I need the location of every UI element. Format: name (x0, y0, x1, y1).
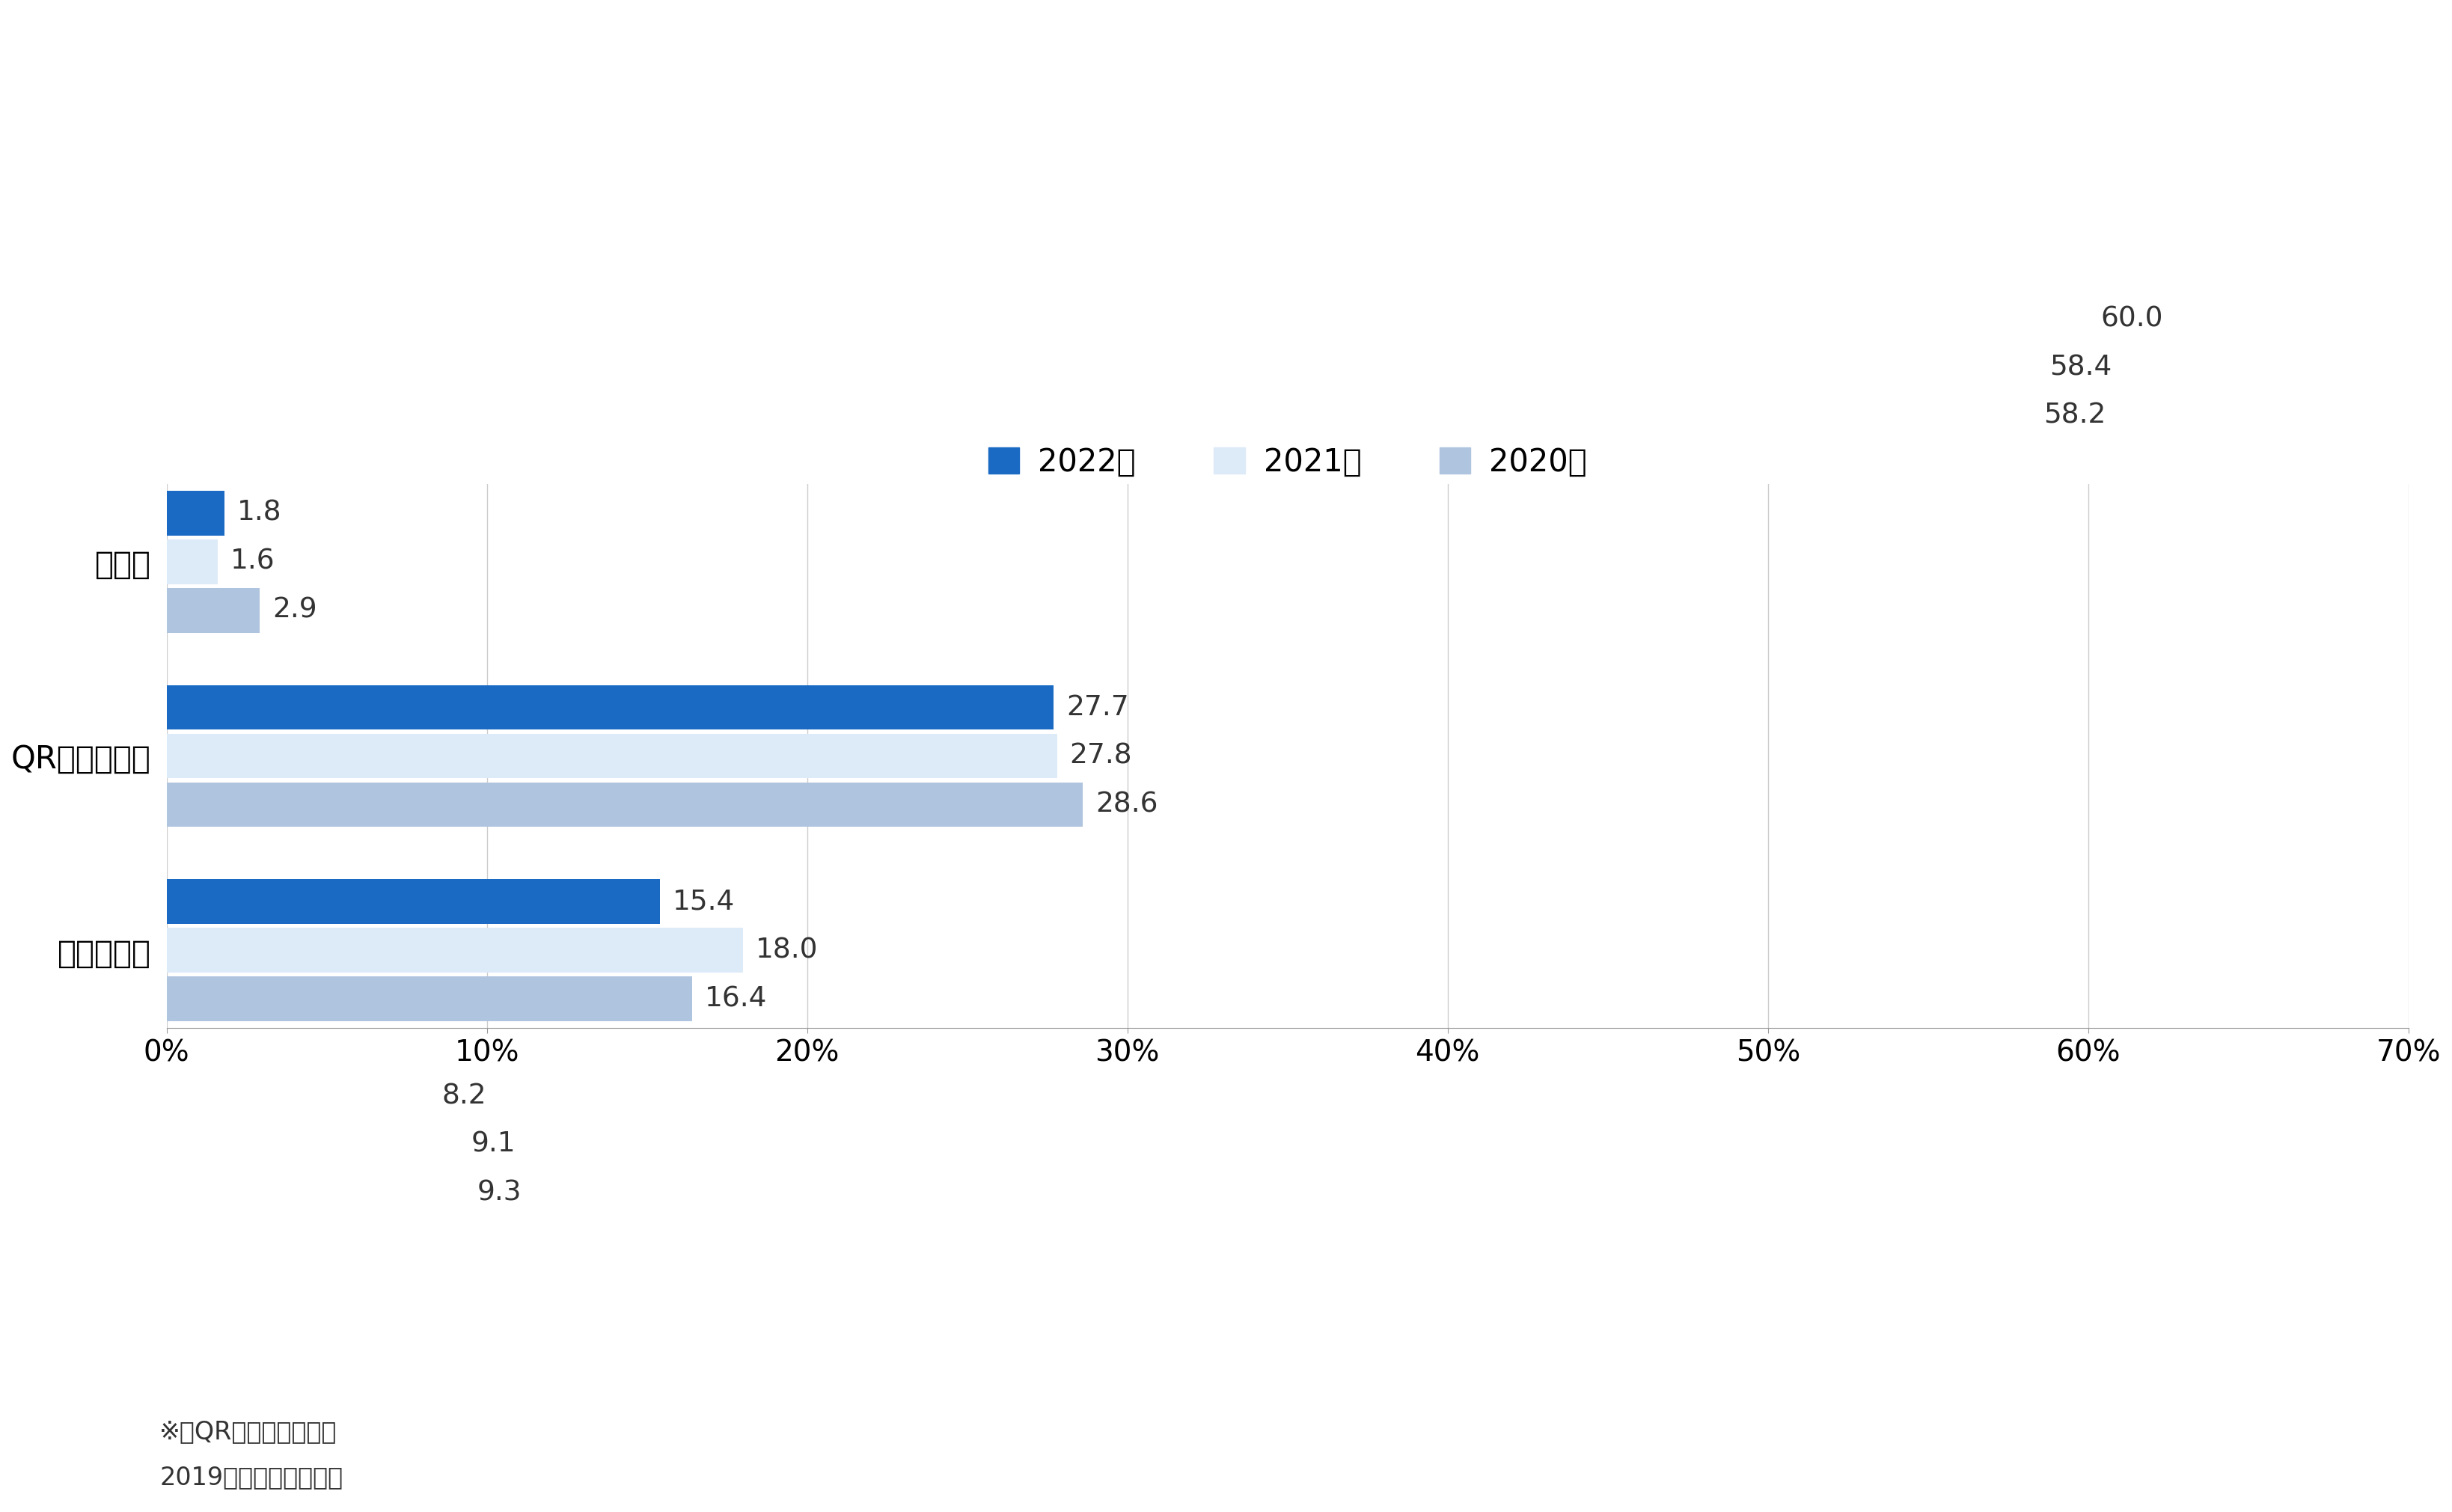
Text: 8.2: 8.2 (441, 1083, 485, 1110)
Bar (167, 345, 2038, 390)
Bar (167, 393, 2030, 438)
Text: 9.1: 9.1 (471, 1131, 515, 1158)
Bar (167, 928, 743, 972)
Text: 2019年度調査より追加: 2019年度調査より追加 (159, 1465, 343, 1489)
Text: 15.4: 15.4 (672, 888, 736, 915)
Text: 9.3: 9.3 (478, 1179, 522, 1207)
Text: 16.4: 16.4 (704, 986, 767, 1013)
Bar (167, 977, 691, 1021)
Bar (167, 782, 1084, 827)
Text: ※「QRコード決済」は: ※「QRコード決済」は (159, 1420, 336, 1444)
Bar (167, 1122, 459, 1167)
Text: 58.2: 58.2 (2043, 402, 2106, 429)
Bar (167, 733, 1057, 779)
Bar (167, 588, 260, 632)
Text: 2.9: 2.9 (272, 597, 316, 624)
Bar (167, 1074, 429, 1119)
Text: 18.0: 18.0 (755, 937, 819, 963)
Text: 27.8: 27.8 (1069, 742, 1133, 770)
Text: 1.6: 1.6 (230, 549, 275, 575)
Text: 1.8: 1.8 (238, 499, 282, 526)
Text: 28.6: 28.6 (1096, 791, 1157, 818)
Bar (167, 296, 2089, 342)
Text: 58.4: 58.4 (2050, 354, 2111, 381)
Bar (167, 880, 660, 924)
Text: 27.7: 27.7 (1067, 694, 1130, 721)
Text: 60.0: 60.0 (2101, 305, 2163, 333)
Bar (167, 491, 223, 535)
Bar (167, 540, 218, 584)
Legend: 2022年, 2021年, 2020年: 2022年, 2021年, 2020年 (976, 434, 1599, 490)
Bar (167, 685, 1054, 730)
Bar (167, 1170, 463, 1216)
